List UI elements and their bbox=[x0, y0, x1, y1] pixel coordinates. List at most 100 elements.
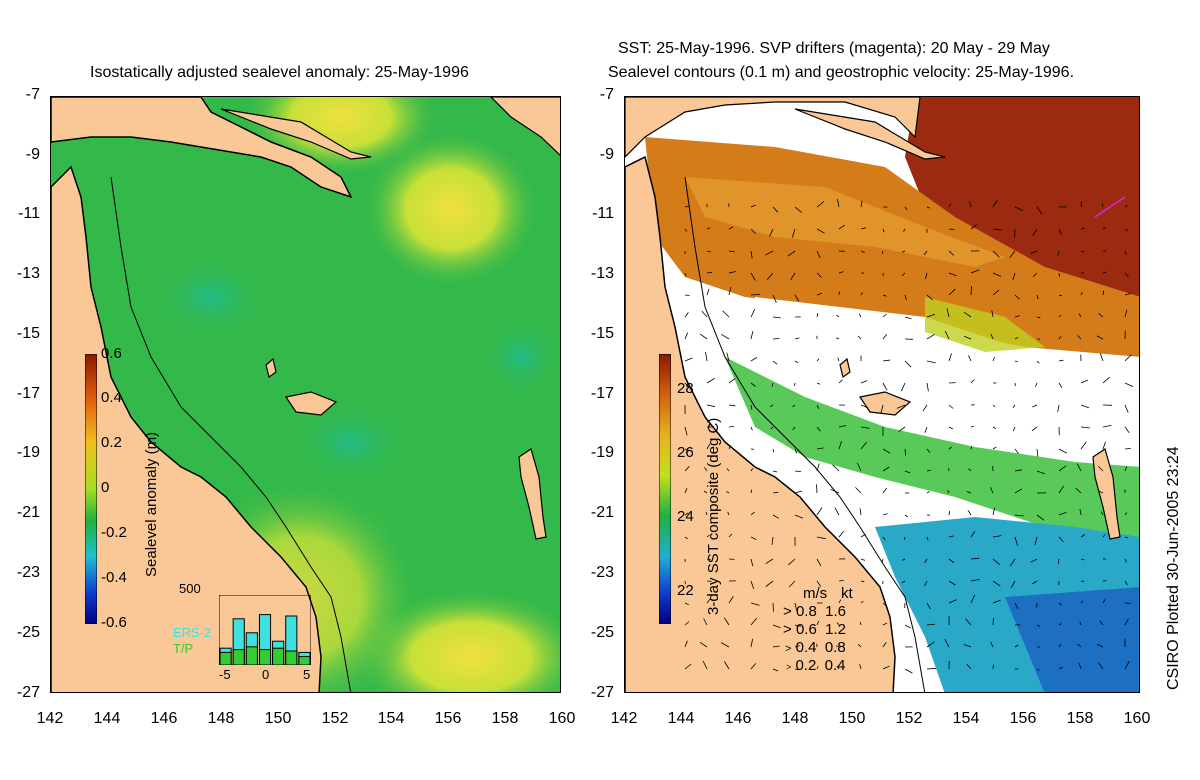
sealevel-colorbar-tick: 0 bbox=[101, 479, 110, 496]
velocity-arrow bbox=[860, 380, 868, 384]
velocity-arrow bbox=[882, 448, 891, 454]
velocity-arrow bbox=[706, 271, 713, 274]
velocity-arrow bbox=[727, 511, 730, 516]
velocity-arrow bbox=[1080, 404, 1090, 409]
velocity-arrow bbox=[750, 468, 754, 472]
velocity-arrow bbox=[904, 360, 912, 368]
velocity-arrow bbox=[816, 558, 822, 567]
velocity-arrow bbox=[900, 382, 906, 392]
velocity-arrow bbox=[1098, 313, 1104, 318]
velocity-arrow bbox=[1077, 335, 1082, 340]
islands-northeast bbox=[794, 108, 946, 160]
velocity-arrow bbox=[838, 425, 847, 428]
velocity-arrow bbox=[904, 668, 913, 674]
velocity-arrow bbox=[1014, 469, 1022, 472]
velocity-arrow bbox=[838, 599, 842, 604]
velocity-arrow bbox=[1036, 514, 1045, 521]
velocity-arrow bbox=[1102, 425, 1112, 428]
velocity-arrow bbox=[684, 663, 692, 670]
velocity-arrow bbox=[882, 602, 886, 606]
velocity-arrow bbox=[926, 469, 931, 472]
velocity-arrow bbox=[926, 667, 937, 670]
velocity-arrow bbox=[1124, 426, 1130, 434]
velocity-arrow bbox=[772, 514, 779, 519]
velocity-arrow bbox=[991, 310, 994, 318]
velocity-arrow bbox=[1058, 465, 1067, 472]
velocity-arrow bbox=[788, 558, 796, 566]
left-map-title: Isostatically adjusted sealevel anomaly:… bbox=[90, 64, 469, 81]
velocity-legend-row: > 0.8 1.6 bbox=[783, 603, 846, 620]
velocity-arrow bbox=[924, 426, 928, 433]
histogram-bar-tp bbox=[258, 649, 272, 665]
velocity-arrow bbox=[816, 292, 822, 296]
velocity-arrow bbox=[1080, 558, 1085, 561]
velocity-arrow bbox=[816, 272, 822, 278]
histogram-bar-ers2 bbox=[258, 614, 272, 665]
velocity-arrow bbox=[857, 335, 862, 340]
velocity-arrow bbox=[1124, 512, 1128, 516]
right-y-tick: -13 bbox=[590, 265, 614, 282]
velocity-arrow bbox=[728, 596, 734, 604]
velocity-arrow bbox=[772, 668, 779, 672]
reef-island bbox=[839, 357, 851, 379]
velocity-arrow bbox=[728, 250, 735, 253]
velocity-arrow bbox=[1096, 643, 1104, 648]
velocity-arrow bbox=[992, 289, 1000, 296]
right-map-title-line2: Sealevel contours (0.1 m) and geostrophi… bbox=[608, 64, 1075, 81]
velocity-arrow bbox=[860, 250, 865, 253]
velocity-arrow bbox=[948, 203, 952, 208]
velocity-arrow bbox=[1010, 580, 1016, 588]
velocity-arrow bbox=[703, 618, 708, 626]
velocity-arrow bbox=[838, 440, 842, 450]
velocity-arrow bbox=[992, 599, 1001, 604]
shelf-contour bbox=[110, 176, 352, 692]
velocity-arrow bbox=[794, 645, 800, 648]
velocity-arrow bbox=[925, 272, 928, 279]
velocity-arrow bbox=[1098, 662, 1104, 670]
velocity-arrow bbox=[1032, 404, 1038, 408]
velocity-arrow bbox=[750, 558, 754, 567]
velocity-arrow bbox=[882, 294, 887, 297]
velocity-arrow bbox=[992, 272, 1002, 277]
velocity-arrow bbox=[1124, 580, 1128, 586]
shelf-contour bbox=[684, 176, 926, 692]
velocity-arrow bbox=[898, 426, 906, 433]
velocity-arrow bbox=[703, 490, 708, 494]
velocity-arrow bbox=[1080, 534, 1086, 538]
velocity-arrow bbox=[882, 228, 885, 233]
velocity-arrow bbox=[1058, 666, 1063, 670]
velocity-arrow bbox=[1124, 382, 1134, 387]
velocity-arrow bbox=[882, 466, 890, 472]
velocity-arrow bbox=[1014, 644, 1019, 648]
velocity-arrow bbox=[794, 602, 797, 611]
velocity-arrow bbox=[816, 313, 819, 318]
velocity-arrow bbox=[728, 271, 736, 274]
left-y-tick: -7 bbox=[25, 86, 40, 103]
velocity-arrow bbox=[750, 489, 753, 494]
velocity-arrow bbox=[769, 228, 774, 237]
velocity-arrow bbox=[837, 198, 840, 208]
right-y-tick: -17 bbox=[590, 385, 614, 402]
velocity-arrow bbox=[970, 531, 976, 538]
velocity-arrow bbox=[992, 356, 995, 362]
velocity-arrow bbox=[834, 507, 840, 516]
velocity-arrow bbox=[1080, 379, 1089, 384]
velocity-arrow bbox=[1030, 250, 1038, 254]
velocity-arrow bbox=[706, 534, 710, 538]
velocity-arrow bbox=[948, 446, 953, 450]
velocity-arrow bbox=[859, 508, 862, 516]
left-x-tick: 150 bbox=[264, 710, 292, 727]
velocity-arrow bbox=[684, 357, 693, 362]
velocity-arrow bbox=[992, 446, 997, 450]
velocity-arrow bbox=[990, 333, 994, 340]
velocity-arrow bbox=[1036, 206, 1043, 215]
velocity-legend-row: > 0.2 0.4 bbox=[786, 657, 846, 674]
velocity-arrow bbox=[1035, 382, 1038, 387]
sealevel-colorbar bbox=[85, 354, 97, 624]
right-y-tick: -21 bbox=[590, 504, 614, 521]
velocity-arrow bbox=[728, 287, 732, 296]
right-x-tick: 158 bbox=[1066, 710, 1094, 727]
velocity-arrow bbox=[1124, 536, 1129, 539]
velocity-arrow bbox=[904, 316, 912, 320]
velocity-arrow bbox=[706, 443, 711, 450]
